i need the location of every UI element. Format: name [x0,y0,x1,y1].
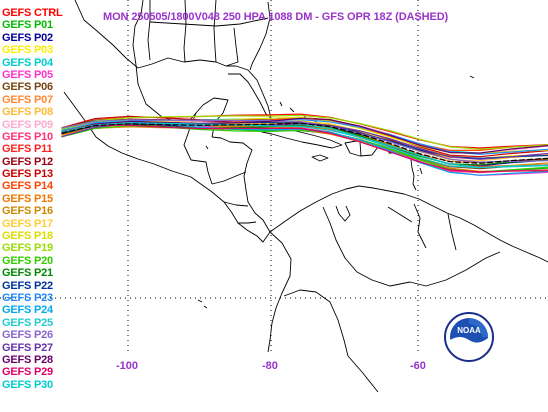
south-america-west-coast [267,231,292,353]
legend-item: GEFS P01 [2,19,53,32]
legend-item: GEFS P27 [2,341,53,354]
country-border-brazil [356,251,501,287]
legend-item: GEFS P20 [2,254,53,267]
lon-label-80w: -80 [262,360,278,372]
us-gulf-coast [137,57,227,69]
haiti-dr-border [359,141,362,157]
legend-item: GEFS P21 [2,267,53,280]
legend-item: GEFS P28 [2,353,53,366]
country-border-guyana-suriname [447,213,457,251]
us-state-borders-4 [149,17,269,27]
us-mexico-border [74,0,139,69]
legend-item: GEFS P26 [2,329,53,342]
legend-item: GEFS P02 [2,31,53,44]
atlantic-island [469,75,475,79]
costa-rica-border [238,221,257,224]
legend-item: GEFS P24 [2,304,53,317]
trajectory-line [61,114,548,150]
central-america-caribbean-coast [211,136,271,233]
ensemble-legend: GEFS CTRL GEFS P01 GEFS P02 GEFS P03 GEFS P0… [2,7,63,391]
legend-item: GEFS P19 [2,242,53,255]
legend-item: GEFS P09 [2,118,53,131]
legend-item: GEFS P14 [2,180,53,193]
graticule-lines [0,0,548,352]
legend-item: GEFS P18 [2,230,53,243]
galapagos [197,299,208,309]
lake-maracaibo [335,205,351,222]
noaa-logo: NOAA [444,312,494,362]
map-title: MON 250505/1800V048 250 HPA 1088 DM - GF… [103,11,449,23]
ensemble-trajectories [61,113,548,176]
south-america-north-coast [269,185,548,263]
legend-item: GEFS P23 [2,291,53,304]
legend-item: GEFS P16 [2,205,53,218]
trajectory-line [61,117,548,154]
us-state-borders-3 [213,0,217,63]
legend-item: GEFS P30 [2,378,53,391]
legend-item: GEFS P25 [2,316,53,329]
country-border-colombia-ecuador [283,289,349,357]
legend-item: GEFS P04 [2,56,53,69]
lon-label-60w: -60 [410,360,426,372]
yucatan-islands [205,127,224,150]
honduras-border [211,171,247,185]
us-state-borders-2 [183,0,187,63]
legend-item: GEFS P11 [2,143,53,156]
legend-item: GEFS P22 [2,279,53,292]
jamaica [311,154,329,162]
us-southeast-coast [249,1,271,71]
gfs-operational-line [61,122,548,164]
lon-label-100w: -100 [116,360,139,372]
mexico-pacific-coast [63,91,199,183]
legend-item: GEFS P05 [2,68,53,81]
legend-item: GEFS P15 [2,192,53,205]
legend-item: GEFS P07 [2,93,53,106]
noaa-logo-text: NOAA [457,326,481,335]
legend-item: GEFS P13 [2,168,53,181]
central-america-pacific-coast [197,181,271,243]
country-border-peru [347,355,379,393]
legend-item: GEFS P12 [2,155,53,168]
guatemala-border [190,159,213,185]
legend-item: GEFS P10 [2,130,53,143]
country-border-venezuela-guyana [413,203,427,249]
legend-item: GEFS P03 [2,44,53,57]
orinoco-area [387,206,413,223]
florida-peninsula [226,65,272,119]
legend-item: GEFS P08 [2,106,53,119]
coastlines [63,0,548,393]
legend-item: GEFS P06 [2,81,53,94]
legend-item: GEFS P29 [2,366,53,379]
trajectory-line [61,124,548,173]
country-border-colombia-venezuela [322,206,358,273]
legend-item: GEFS P17 [2,217,53,230]
legend-item: GEFS CTRL [2,7,63,19]
trajectory-line [61,119,548,163]
lesser-antilles [410,159,423,191]
us-state-borders-1 [147,0,151,61]
nicaragua-border [223,201,249,207]
us-state-borders-5 [225,27,239,67]
trajectory-line [61,122,548,168]
